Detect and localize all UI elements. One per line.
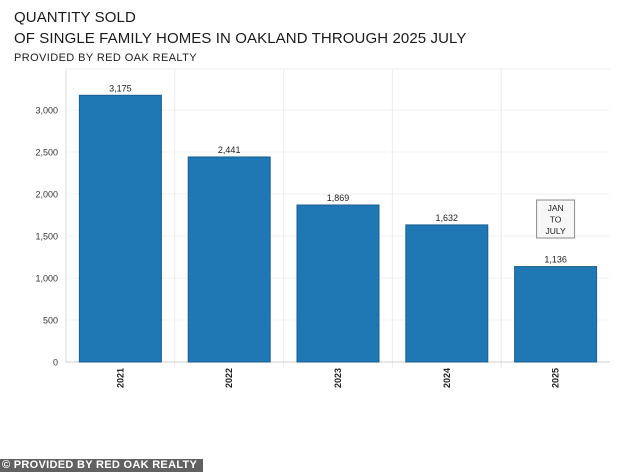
y-tick-label: 0	[53, 358, 58, 368]
y-tick-label: 500	[43, 316, 58, 326]
x-tick-label: 2025	[551, 368, 561, 388]
bar-2024	[406, 225, 488, 362]
y-tick-label: 2,500	[35, 148, 58, 158]
bar-2023	[297, 205, 379, 362]
y-tick-label: 1,500	[35, 232, 58, 242]
annotation-text: TO	[550, 215, 562, 225]
x-tick-label: 2023	[333, 368, 343, 388]
bar-2022	[188, 157, 270, 362]
annotation-text: JAN	[548, 203, 564, 213]
bar-value-label: 1,869	[327, 193, 350, 203]
watermark-banner: © PROVIDED BY RED OAK REALTY	[0, 459, 203, 472]
bar-value-label: 1,136	[544, 255, 567, 265]
bar-value-label: 3,175	[109, 83, 132, 93]
bar-value-label: 1,632	[436, 213, 459, 223]
y-tick-label: 3,000	[35, 106, 58, 116]
bar-value-label: 2,441	[218, 145, 241, 155]
annotation-text: JULY	[546, 226, 566, 236]
y-tick-label: 1,000	[35, 274, 58, 284]
x-tick-label: 2022	[224, 368, 234, 388]
x-tick-label: 2024	[442, 368, 452, 388]
bar-2021	[79, 95, 161, 362]
y-tick-label: 2,000	[35, 190, 58, 200]
bar-2025	[515, 267, 597, 362]
x-tick-label: 2021	[115, 368, 125, 388]
